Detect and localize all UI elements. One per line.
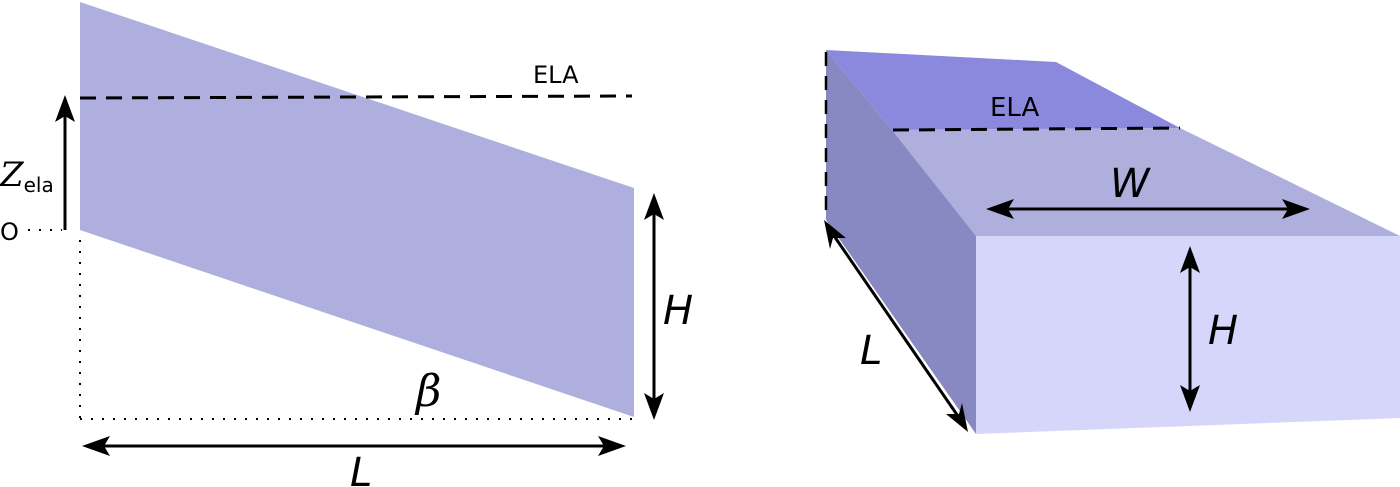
length-label-left: L: [350, 450, 372, 487]
length-arrow-left: [82, 436, 626, 456]
height-label-right: H: [1208, 308, 1238, 354]
z-ela-arrow: [55, 95, 75, 230]
glacier-slab: [80, 2, 634, 417]
right-panel: ELA W H L: [824, 50, 1400, 434]
ela-dashed-line-right: [892, 126, 1181, 132]
left-panel: ELA Zela O H β L: [0, 2, 693, 487]
width-label: W: [1110, 161, 1151, 207]
width-arrow: [986, 199, 1310, 219]
ela-label-left: ELA: [533, 61, 579, 89]
height-arrow-left: [644, 193, 664, 420]
length-label-right: L: [860, 328, 882, 374]
z-ela-label: Zela: [0, 155, 54, 197]
front-face: [976, 236, 1400, 434]
length-arrow-right: [824, 220, 968, 432]
origin-label: O: [0, 218, 19, 246]
top-face-accumulation: [826, 50, 1180, 130]
height-arrow-right: [1180, 246, 1200, 412]
side-face: [826, 50, 976, 434]
z-main: Z: [0, 155, 25, 195]
ela-label-right: ELA: [990, 93, 1040, 123]
z-subscript: ela: [24, 173, 54, 197]
height-label-left: H: [663, 288, 693, 334]
angle-beta-label: β: [414, 366, 441, 417]
ela-dashed-line: [79, 94, 633, 100]
